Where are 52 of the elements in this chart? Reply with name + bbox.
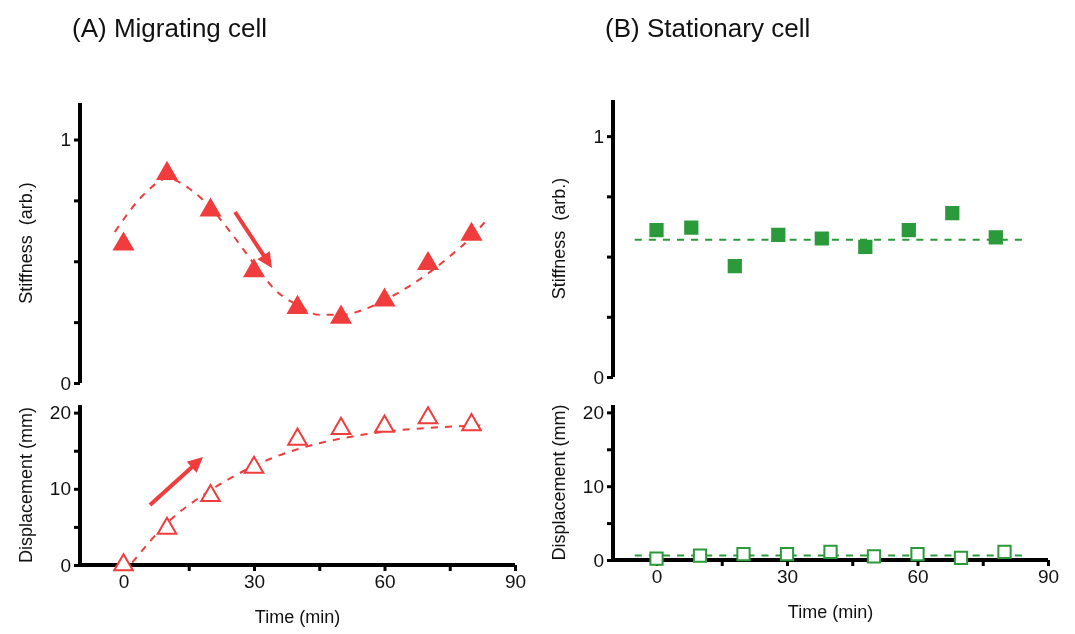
point — [649, 222, 664, 238]
point — [771, 227, 786, 243]
y-axis-title: Stiffness (arb.) — [16, 182, 36, 304]
point — [684, 220, 699, 235]
point — [858, 239, 873, 255]
point — [330, 305, 352, 324]
x-tick-label: 60 — [907, 566, 929, 588]
point — [200, 483, 221, 503]
x-tick-label: 90 — [1037, 566, 1060, 588]
point — [156, 516, 178, 535]
y-tick-label: 0 — [593, 366, 604, 388]
y-axis-title: Stiffness (arb.) — [549, 177, 569, 300]
point — [814, 231, 829, 246]
point — [113, 232, 134, 251]
x-axis-title: Time (min) — [254, 607, 341, 627]
y-tick-label: 0 — [60, 372, 71, 394]
point — [901, 222, 916, 238]
x-tick-label: 0 — [118, 571, 130, 593]
x-tick-label: 90 — [504, 571, 527, 593]
point — [461, 222, 482, 241]
point — [374, 288, 395, 307]
y-tick-label: 1 — [593, 125, 604, 147]
y-tick-label: 0 — [593, 549, 604, 571]
y-tick-label: 20 — [49, 402, 71, 424]
chart-title: (B) Stationary cell — [605, 13, 811, 43]
y-axis-title: Displacement (mm) — [549, 404, 569, 561]
x-tick-label: 60 — [374, 571, 396, 593]
point — [200, 198, 221, 217]
point — [461, 413, 482, 432]
point — [330, 416, 352, 435]
point — [243, 259, 265, 278]
y-tick-label: 10 — [582, 475, 604, 497]
y-tick-label: 20 — [582, 401, 604, 423]
y-tick-label: 1 — [60, 129, 71, 151]
chart-title: (A) Migrating cell — [72, 13, 268, 43]
point — [945, 206, 960, 221]
point — [417, 406, 439, 425]
y-axis-title: Displacement (mm) — [16, 406, 36, 564]
y-tick-label: 10 — [49, 478, 71, 500]
x-tick-label: 0 — [651, 566, 663, 588]
x-axis-title: Time (min) — [787, 602, 874, 622]
point — [374, 414, 395, 433]
point — [287, 427, 308, 446]
point — [417, 251, 439, 271]
point — [727, 259, 742, 274]
point — [156, 161, 178, 180]
point — [287, 295, 308, 314]
point — [113, 553, 134, 572]
point — [988, 230, 1003, 245]
x-tick-label: 30 — [243, 571, 266, 593]
x-tick-label: 30 — [776, 566, 799, 588]
point — [243, 455, 265, 474]
